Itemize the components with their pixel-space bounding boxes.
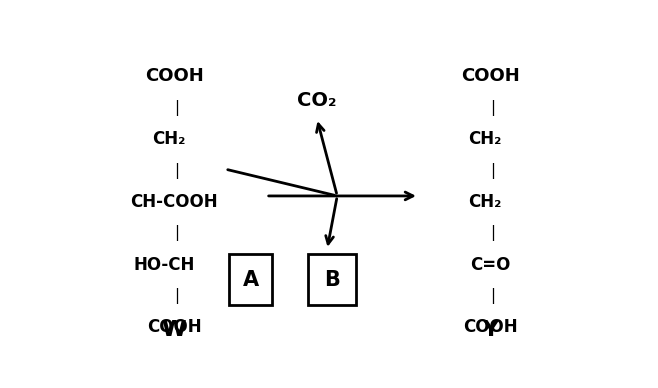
Text: B: B — [324, 270, 340, 289]
Text: |: | — [174, 100, 179, 116]
Text: CO₂: CO₂ — [297, 91, 337, 110]
Text: COOH: COOH — [147, 319, 201, 336]
Bar — [308, 254, 357, 305]
Bar — [229, 254, 272, 305]
Text: CH-COOH: CH-COOH — [130, 193, 218, 211]
Text: COOH: COOH — [461, 68, 520, 85]
Text: |: | — [490, 225, 495, 241]
Text: W: W — [162, 320, 186, 340]
Text: |: | — [490, 288, 495, 304]
Text: |: | — [490, 163, 495, 178]
Text: |: | — [174, 163, 179, 178]
Text: CH₂: CH₂ — [152, 130, 186, 148]
Text: HO-CH: HO-CH — [133, 256, 195, 274]
Text: A: A — [242, 270, 259, 289]
Text: CH₂: CH₂ — [468, 130, 502, 148]
Text: |: | — [174, 225, 179, 241]
Text: Y: Y — [482, 320, 498, 340]
Text: COOH: COOH — [145, 68, 203, 85]
Text: C=O: C=O — [470, 256, 511, 274]
Text: |: | — [174, 288, 179, 304]
Text: COOH: COOH — [463, 319, 518, 336]
Text: |: | — [490, 100, 495, 116]
Text: CH₂: CH₂ — [468, 193, 502, 211]
